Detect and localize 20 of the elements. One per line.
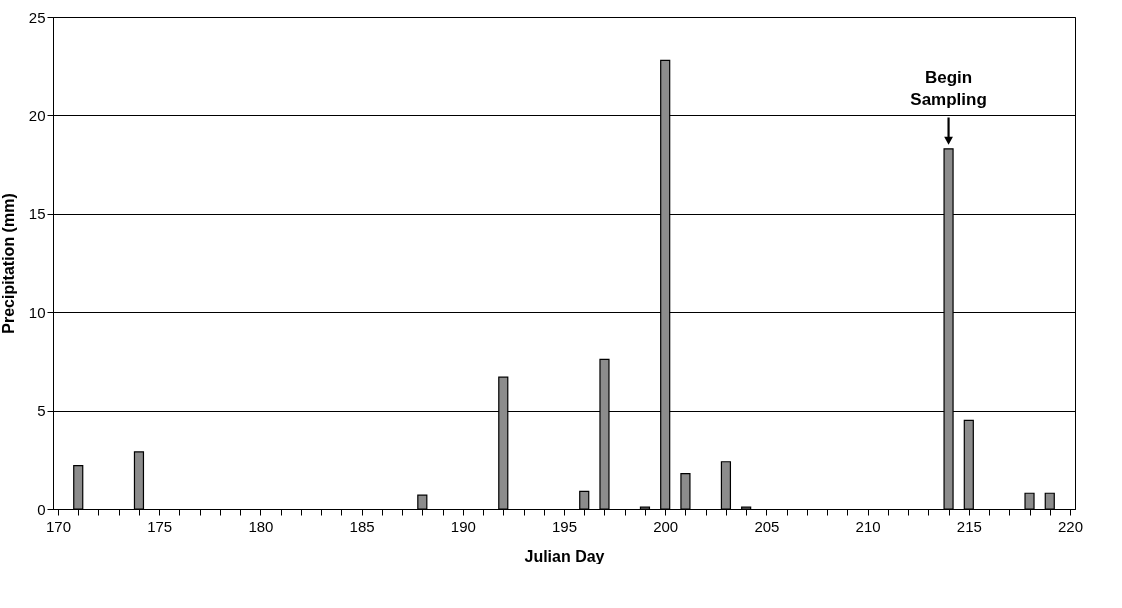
y-tick-label: 25: [28, 8, 46, 26]
y-tick-label: 0: [37, 500, 46, 518]
x-tick-label: 200: [653, 517, 679, 535]
x-tick-label: 180: [248, 517, 274, 535]
y-tick-label: 5: [37, 402, 46, 420]
x-axis-title: Julian Day: [524, 547, 605, 565]
x-tick-label: 195: [551, 517, 578, 535]
annotation: Begin Sampling: [910, 67, 987, 109]
x-tick-label: 170: [45, 517, 72, 535]
x-tick-label: 185: [349, 517, 375, 535]
y-tick-label: 20: [28, 106, 46, 124]
y-tick-label: 15: [28, 205, 46, 223]
x-tick-label: 215: [956, 517, 982, 535]
y-axis-title: Precipitation (mm): [0, 193, 17, 334]
x-tick-label: 205: [754, 517, 780, 535]
x-tick-label: 210: [855, 517, 881, 535]
x-tick-label: 220: [1057, 517, 1084, 535]
x-tick-label: 190: [450, 517, 476, 535]
x-tick-label: 175: [147, 517, 173, 535]
y-tick-label: 10: [28, 303, 46, 321]
